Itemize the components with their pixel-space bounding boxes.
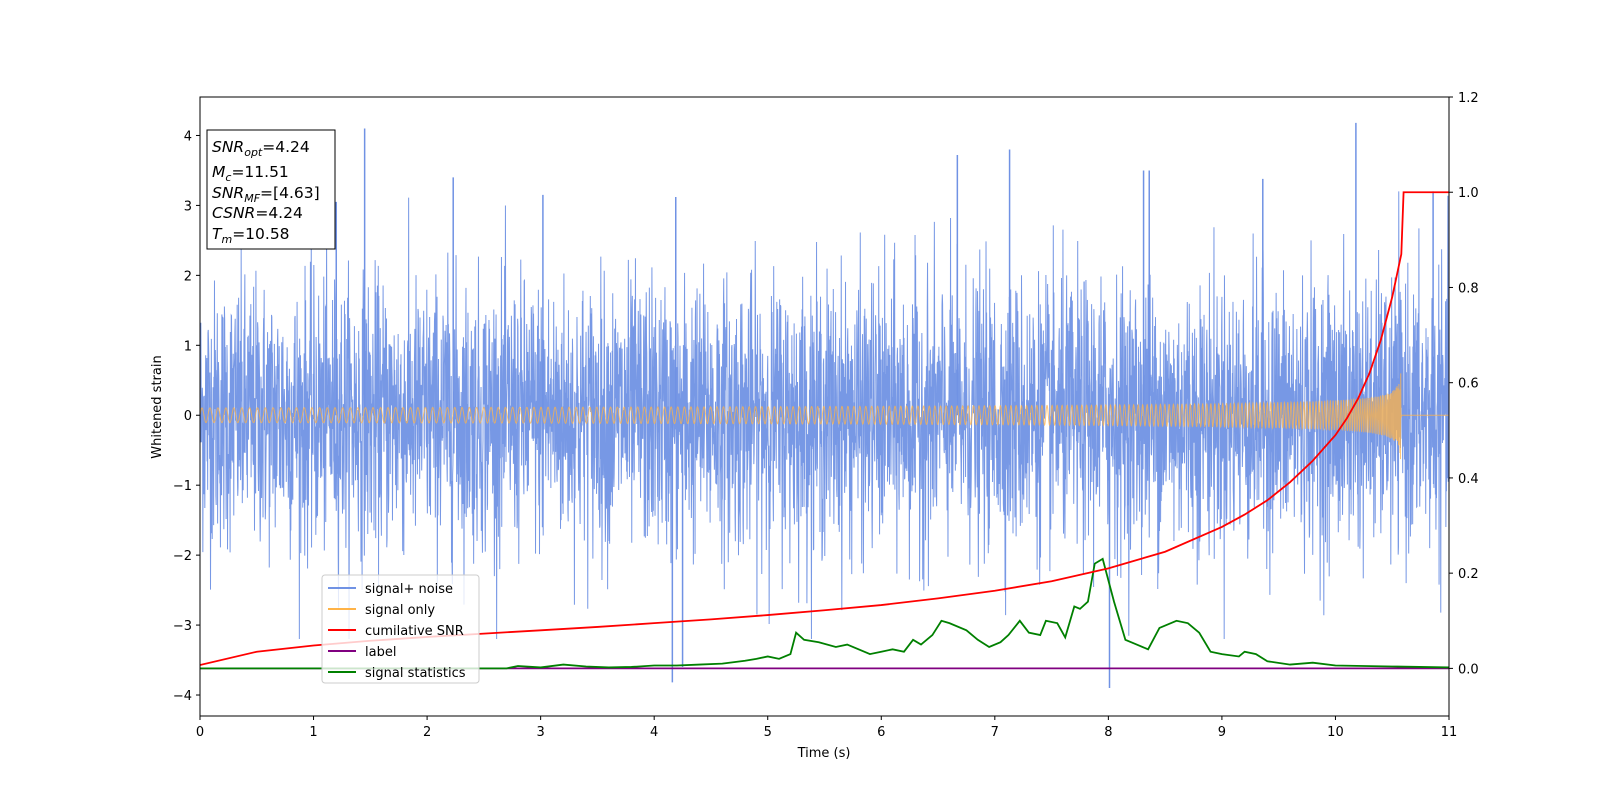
x-tick-label: 5 [764,725,772,740]
y-axis-left: −4 −3 −2 −1 0 1 2 3 4 [173,129,200,704]
x-axis: 0 1 2 3 4 5 6 7 8 9 10 11 [196,716,1457,740]
x-tick-label: 10 [1327,725,1344,740]
x-tick-label: 2 [423,725,431,740]
info-tm: Tm=10.58 [212,225,290,246]
info-box: SNRopt=4.24 Mc=11.51 SNRMF=[4.63] CSNR=4… [206,129,336,250]
y2-tick-label: 0.6 [1458,377,1479,392]
y-axis-right: 0.0 0.2 0.4 0.6 0.8 1.0 1.2 [1449,91,1479,677]
plot-frame [199,96,1450,717]
y-axis-label: Whitened strain [150,355,165,458]
legend-label: signal+ noise [365,582,453,597]
y-tick-label: 1 [184,339,192,354]
y-tick-label: −4 [173,689,192,704]
y2-tick-label: 0.2 [1458,567,1479,582]
y-tick-label: 4 [184,129,192,144]
series-signal-only [200,373,1449,460]
y2-tick-label: 0.4 [1458,472,1479,487]
y-tick-label: −3 [173,619,192,634]
y-tick-label: 2 [184,269,192,284]
x-axis-label: Time (s) [797,746,851,761]
legend-label: signal statistics [365,666,466,681]
legend-label: label [365,645,396,660]
y-tick-label: −1 [173,479,192,494]
y2-tick-label: 1.2 [1458,91,1479,106]
x-tick-label: 0 [196,725,204,740]
y2-tick-label: 1.0 [1458,186,1479,201]
y-tick-label: 0 [184,409,192,424]
x-tick-label: 11 [1441,725,1458,740]
info-snr-opt: SNRopt=4.24 [212,138,310,159]
y2-tick-label: 0.8 [1458,281,1479,296]
series-cumulative-snr [200,191,1449,666]
x-tick-label: 1 [309,725,317,740]
x-tick-label: 8 [1104,725,1112,740]
x-tick-label: 9 [1218,725,1226,740]
x-tick-label: 4 [650,725,658,740]
y-tick-label: −2 [173,549,192,564]
legend: signal+ noise signal only cumilative SNR la… [321,574,480,684]
info-mc: Mc=11.51 [212,163,289,184]
x-tick-label: 6 [877,725,885,740]
series-signal-statistics [200,557,1449,670]
legend-label: cumilative SNR [365,624,464,639]
info-snr-mf: SNRMF=[4.63] [212,184,320,205]
x-tick-label: 7 [991,725,999,740]
legend-label: signal only [365,603,435,618]
info-csnr: CSNR=4.24 [212,204,303,222]
y2-tick-label: 0.0 [1458,662,1479,677]
x-tick-label: 3 [536,725,544,740]
y-tick-label: 3 [184,199,192,214]
